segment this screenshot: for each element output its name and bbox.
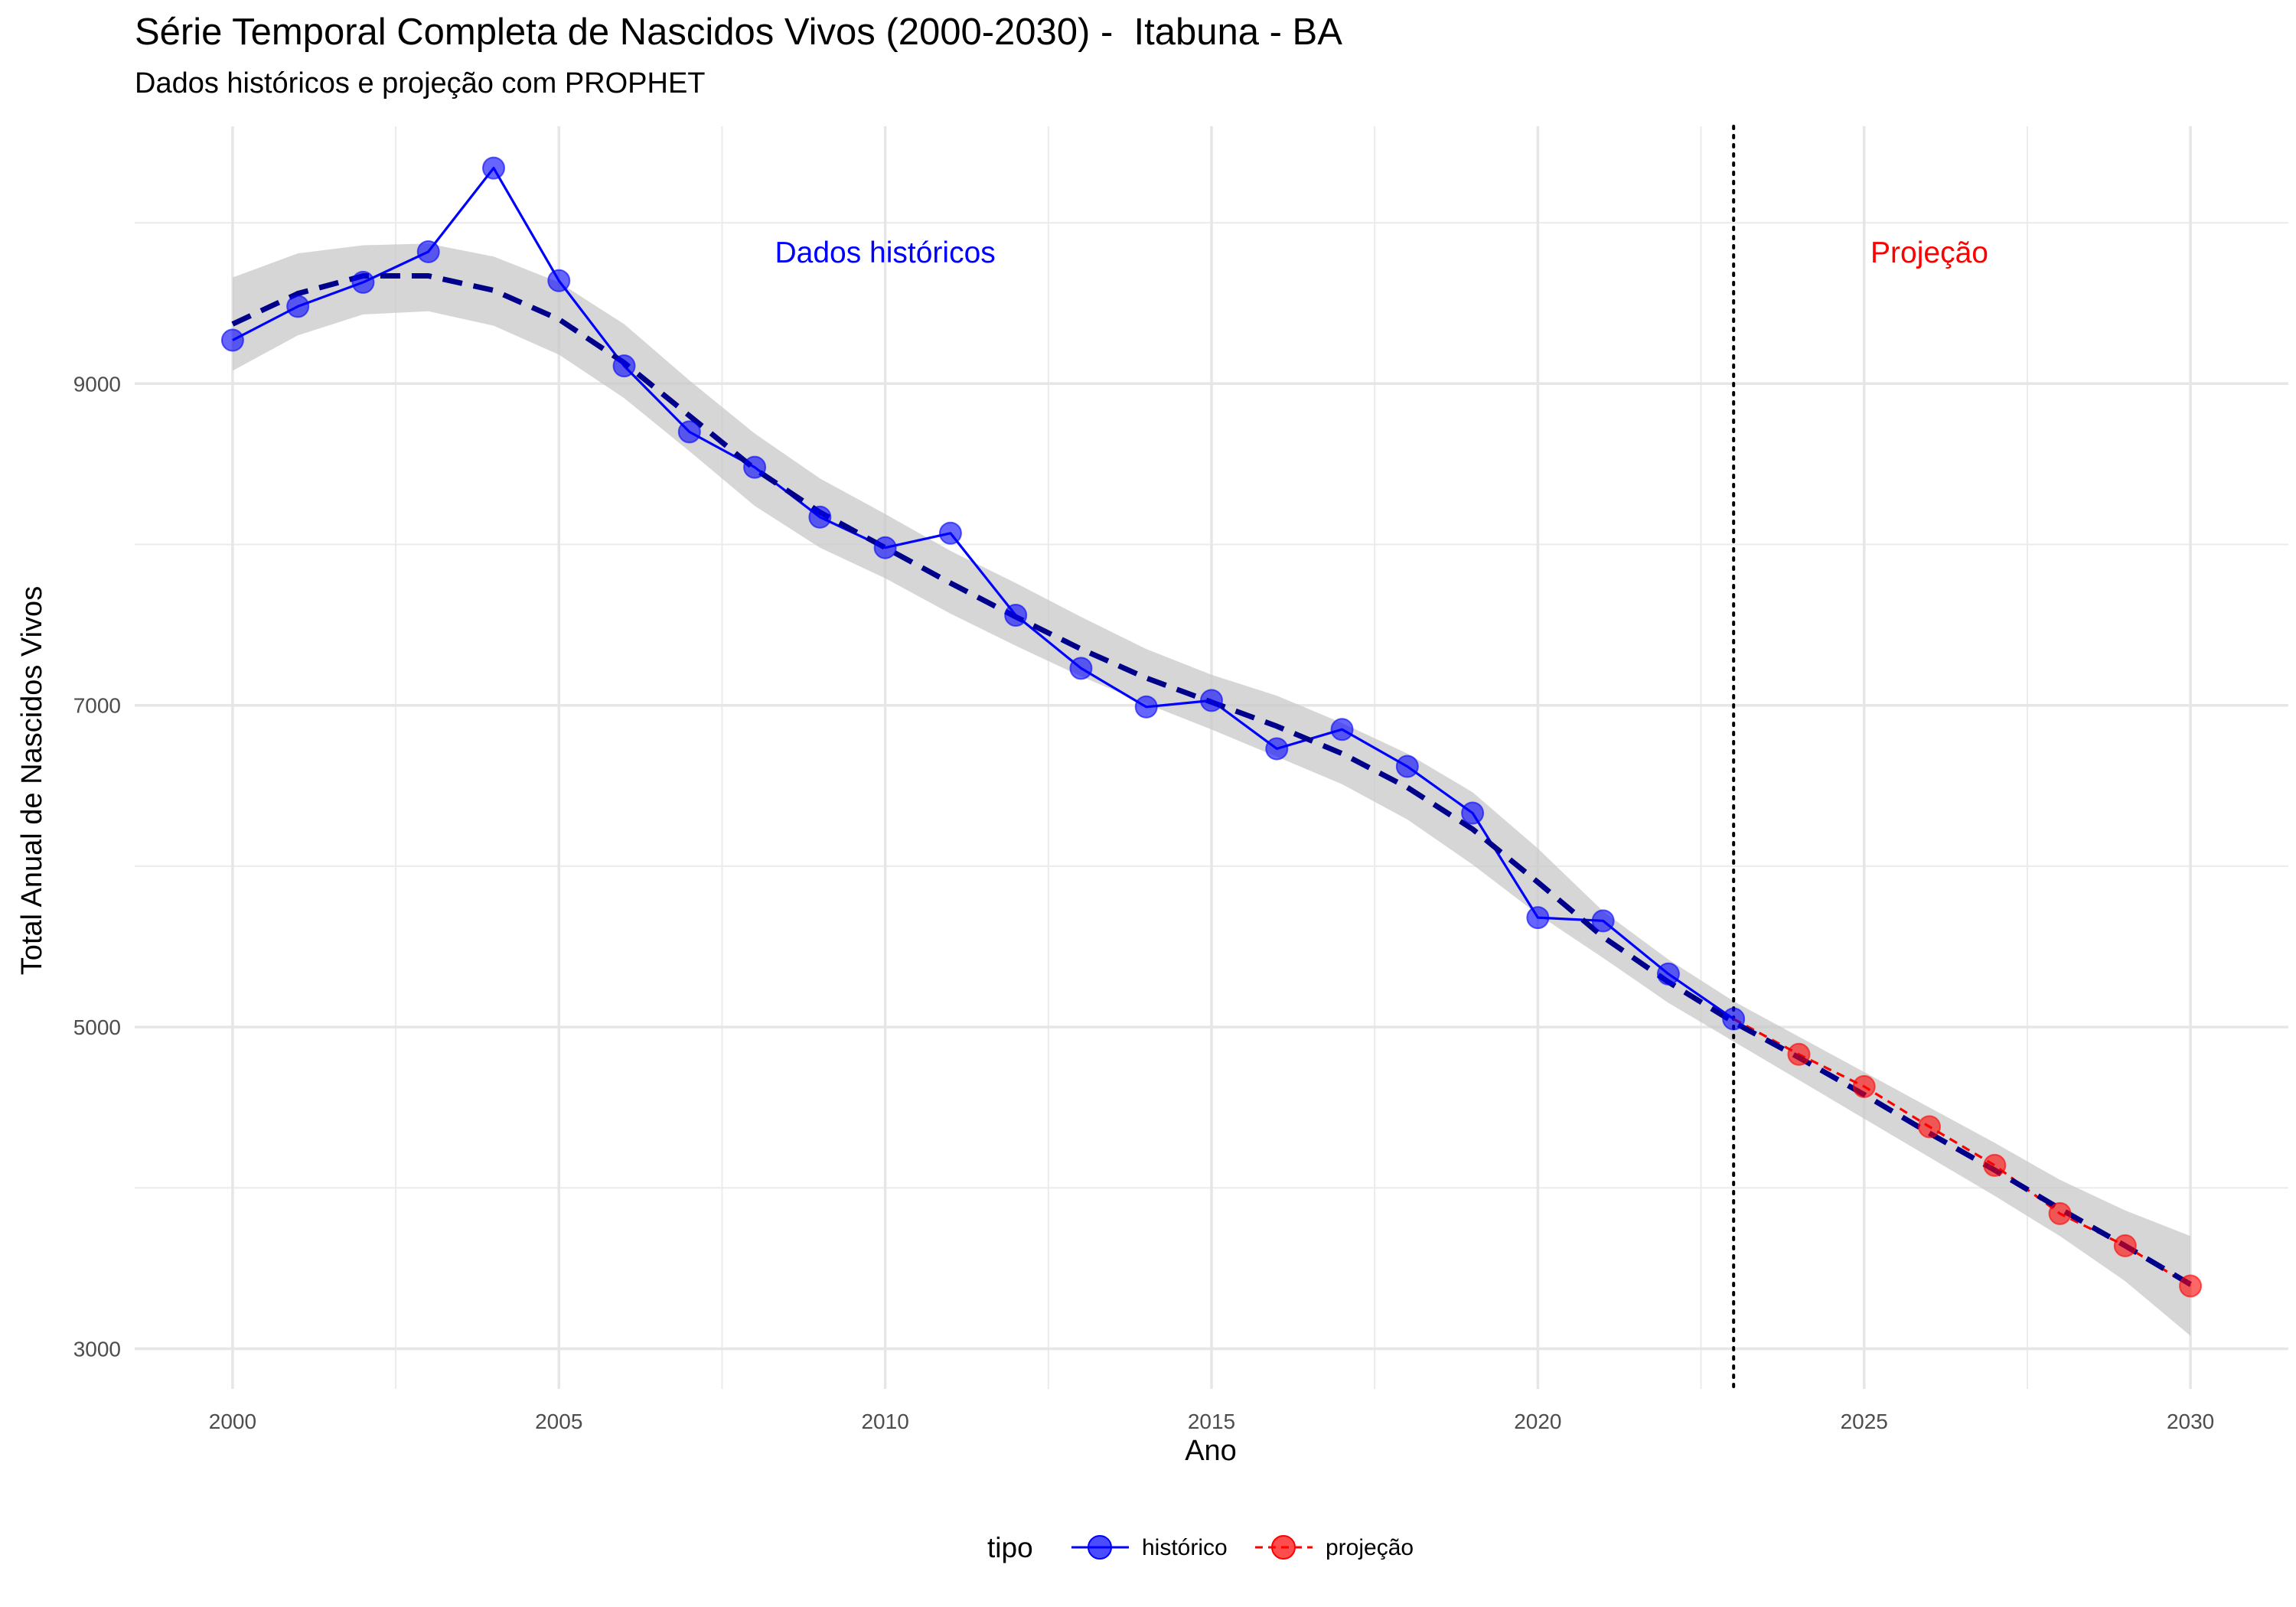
data-point-historico: [1656, 962, 1680, 986]
y-tick-label: 3000: [73, 1337, 121, 1361]
series-line-projecao: [1733, 1018, 2191, 1287]
x-axis-title: Ano: [1185, 1435, 1237, 1467]
y-tick-label: 9000: [73, 372, 121, 396]
x-tick-label: 2000: [209, 1410, 256, 1433]
data-point-historico: [1004, 603, 1028, 627]
data-point-historico: [612, 354, 636, 378]
data-point-projecao: [2048, 1201, 2072, 1225]
data-point-historico: [416, 240, 440, 263]
data-point-projecao: [1852, 1074, 1876, 1098]
data-point-historico: [1395, 755, 1419, 778]
data-point-historico: [482, 156, 505, 180]
data-point-historico: [220, 328, 244, 352]
x-tick-label: 2030: [2167, 1410, 2214, 1433]
x-axis-ticks: 2000 2005 2010 2015 2020 2025 2030: [209, 1410, 2214, 1433]
data-point-historico: [1461, 801, 1485, 825]
major-grid: [135, 126, 2288, 1389]
data-point-historico: [1134, 695, 1158, 719]
series-lines: [232, 167, 2191, 1287]
data-point-historico: [1526, 906, 1550, 930]
data-point-historico: [1069, 657, 1093, 680]
data-points: [220, 156, 2203, 1298]
chart-subtitle: Dados históricos e projeção com PROPHET: [135, 67, 706, 99]
legend-title: tipo: [987, 1532, 1033, 1563]
data-point-historico: [1722, 1007, 1746, 1031]
data-point-historico: [873, 536, 897, 559]
data-point-historico: [743, 455, 767, 479]
x-tick-label: 2020: [1514, 1410, 1561, 1433]
data-point-projecao: [2113, 1234, 2137, 1257]
data-point-projecao: [1787, 1042, 1811, 1066]
x-tick-label: 2005: [535, 1410, 582, 1433]
x-tick-label: 2015: [1188, 1410, 1235, 1433]
legend-label-projecao: projeção: [1326, 1535, 1414, 1560]
y-tick-label: 7000: [73, 694, 121, 718]
annotation-dados-historicos: Dados históricos: [775, 236, 995, 269]
legend-item-projecao: projeção: [1255, 1535, 1414, 1560]
data-point-historico: [1591, 909, 1615, 933]
data-point-historico: [808, 505, 832, 529]
data-point-historico: [351, 270, 375, 294]
data-point-historico: [1200, 689, 1223, 712]
data-point-historico: [547, 269, 571, 292]
x-tick-label: 2010: [861, 1410, 908, 1433]
series-line-historico: [232, 167, 1735, 1020]
data-point-historico: [286, 295, 310, 318]
data-point-historico: [1265, 737, 1289, 761]
annotation-projecao: Projeção: [1870, 236, 1988, 269]
legend: tipo histórico projeção: [987, 1532, 1414, 1563]
chart-title: Série Temporal Completa de Nascidos Vivo…: [135, 11, 1342, 53]
x-tick-label: 2025: [1841, 1410, 1888, 1433]
legend-item-historico: histórico: [1071, 1535, 1228, 1560]
data-point-projecao: [1918, 1115, 1941, 1139]
data-point-projecao: [1983, 1153, 2007, 1177]
y-axis-ticks: 3000 5000 7000 9000: [73, 372, 121, 1361]
legend-label-historico: histórico: [1142, 1535, 1228, 1560]
data-point-projecao: [2179, 1274, 2203, 1298]
y-tick-label: 5000: [73, 1015, 121, 1039]
data-point-historico: [1330, 718, 1354, 742]
data-point-historico: [677, 420, 701, 444]
data-point-historico: [938, 521, 962, 545]
annotations: Dados históricos Projeção: [775, 236, 1988, 269]
y-axis-title: Total Anual de Nascidos Vivos: [16, 586, 48, 975]
